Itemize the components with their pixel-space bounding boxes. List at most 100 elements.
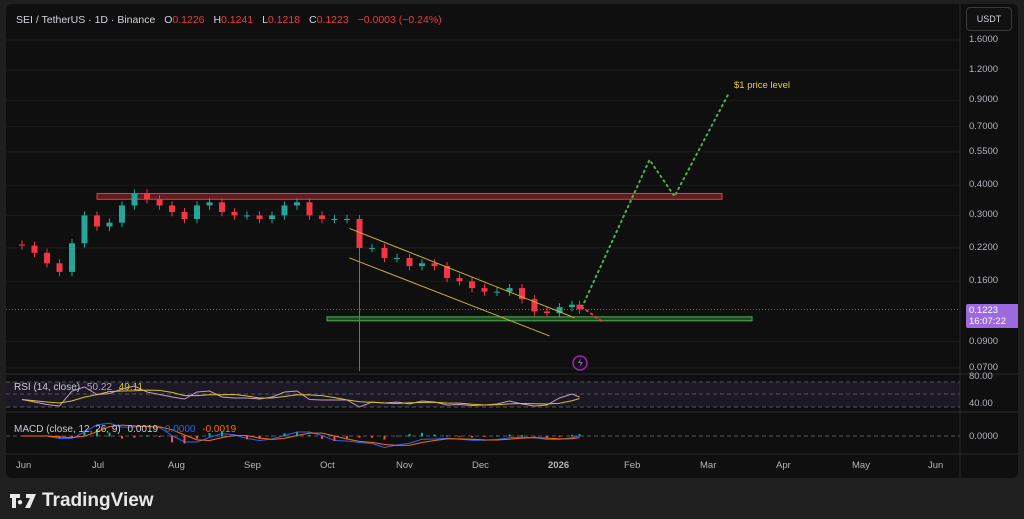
- candle-body: [294, 202, 300, 206]
- candle-body: [19, 244, 25, 246]
- candle-body: [269, 215, 275, 219]
- candle-body: [144, 193, 150, 200]
- price-tick: 0.4000: [969, 179, 999, 191]
- time-tick: Apr: [776, 460, 791, 471]
- macd-hist-bar: [308, 434, 311, 437]
- last-price-label: 0.1223 16:07:22: [966, 304, 1018, 328]
- macd-hist-bar: [321, 436, 323, 439]
- low-label: L: [262, 14, 268, 26]
- candle-body: [169, 205, 175, 212]
- candle-body: [469, 281, 475, 289]
- price-tick: 0.5500: [969, 145, 999, 157]
- lightning-icon-bolt: [578, 358, 583, 368]
- candle-body: [106, 222, 113, 227]
- macd-hist-bar: [296, 432, 298, 437]
- candle-body: [356, 218, 363, 248]
- macd-hist-bar: [471, 436, 473, 438]
- candle-body: [44, 252, 50, 264]
- candle-body: [231, 211, 238, 216]
- price-level-annotation: $1 price level: [734, 80, 790, 91]
- candle-body: [31, 245, 38, 253]
- macd-hist-bar: [371, 436, 373, 438]
- macd-hist-bar: [383, 436, 386, 440]
- candle-body: [244, 215, 250, 217]
- projection-down-path: [581, 306, 603, 323]
- macd-hist-bar: [46, 436, 48, 437]
- macd-hist-bar: [233, 435, 236, 437]
- macd-hist-bar: [446, 435, 448, 437]
- macd-tick-0: 0.0000: [969, 431, 999, 442]
- candle-body: [531, 299, 538, 312]
- price-tick: 0.2200: [969, 241, 999, 253]
- candle-body: [406, 257, 413, 267]
- resistance-zone: [96, 192, 723, 200]
- time-tick: Sep: [244, 460, 261, 471]
- price-tick: 0.7000: [969, 120, 999, 132]
- low-value: 0.1218: [267, 14, 301, 26]
- macd-hist-bar: [146, 435, 148, 437]
- candle-body: [369, 247, 375, 249]
- macd-hist-bar: [396, 435, 398, 437]
- candle-body: [181, 211, 188, 219]
- macd-hist-bar: [71, 436, 73, 438]
- price-tick: 0.1600: [969, 275, 999, 287]
- macd-legend: MACD (close, 12, 26, 9) 0.0019 0.0000 -0…: [14, 424, 236, 435]
- candle-body: [519, 288, 525, 300]
- macd-hist-bar: [58, 436, 61, 439]
- macd-hist-bar: [121, 436, 123, 439]
- price-chart[interactable]: [6, 4, 1018, 478]
- candle-body: [69, 243, 75, 272]
- brand-name: TradingView: [42, 490, 154, 511]
- time-tick: Mar: [700, 460, 717, 471]
- candle-body: [319, 215, 325, 219]
- last-price-value: 0.1223: [969, 305, 999, 316]
- macd-hist-bar: [433, 434, 436, 437]
- macd-hist-bar: [333, 436, 336, 441]
- candle-body: [419, 263, 425, 267]
- macd-hist-bar: [108, 432, 111, 437]
- candle-body: [206, 202, 213, 206]
- time-tick: May: [852, 460, 870, 471]
- time-tick: 2026: [548, 460, 570, 471]
- macd-hist-bar: [408, 434, 411, 437]
- close-label: C: [308, 14, 317, 26]
- macd-hist-bar: [221, 431, 223, 437]
- rsi-tick-40: 40.00: [969, 398, 993, 409]
- macd-hist-bar: [578, 434, 581, 437]
- macd-hist-bar: [158, 436, 161, 438]
- macd-hist-bar: [271, 435, 273, 437]
- time-tick: Jun: [16, 460, 32, 471]
- macd-hist-bar: [183, 436, 186, 444]
- change-value: −0.0003 (−0.24%): [357, 14, 442, 26]
- currency-button[interactable]: USDT: [966, 7, 1012, 31]
- time-tick: Jul: [92, 460, 105, 471]
- tradingview-logo[interactable]: TradingView: [10, 490, 154, 512]
- candle-body: [506, 288, 513, 292]
- macd-signal-line: [22, 424, 580, 446]
- price-tick: 1.2000: [969, 64, 999, 76]
- channel-upper-line: [349, 227, 575, 319]
- candle-body: [131, 193, 138, 206]
- candle-body: [331, 218, 338, 220]
- macd-label: MACD (close, 12, 26, 9): [14, 424, 121, 435]
- macd-hist-bar: [246, 436, 248, 440]
- time-tick: Jun: [928, 460, 944, 471]
- price-tick: 0.3000: [969, 209, 999, 221]
- candle-body: [576, 304, 583, 310]
- candle-body: [81, 215, 88, 244]
- candle-body: [344, 218, 350, 220]
- candle-body: [306, 202, 313, 216]
- macd-hist-bar: [483, 436, 486, 437]
- rsi-ma-value: 49.11: [118, 382, 144, 393]
- macd-hist-bar: [133, 436, 136, 438]
- time-tick: Feb: [624, 460, 641, 471]
- chart-panel[interactable]: SEI / TetherUS · 1D · Binance O0.1226 H0…: [6, 4, 1018, 478]
- bar-countdown: 16:07:22: [969, 316, 1006, 327]
- macd-hist-bar: [346, 436, 348, 439]
- price-tick: 0.0900: [969, 335, 999, 347]
- rsi-ma-line: [21, 389, 580, 406]
- macd-hist-bar: [496, 435, 498, 437]
- open-label: O: [164, 14, 173, 26]
- candle-body: [494, 291, 500, 293]
- candle-body: [569, 304, 575, 308]
